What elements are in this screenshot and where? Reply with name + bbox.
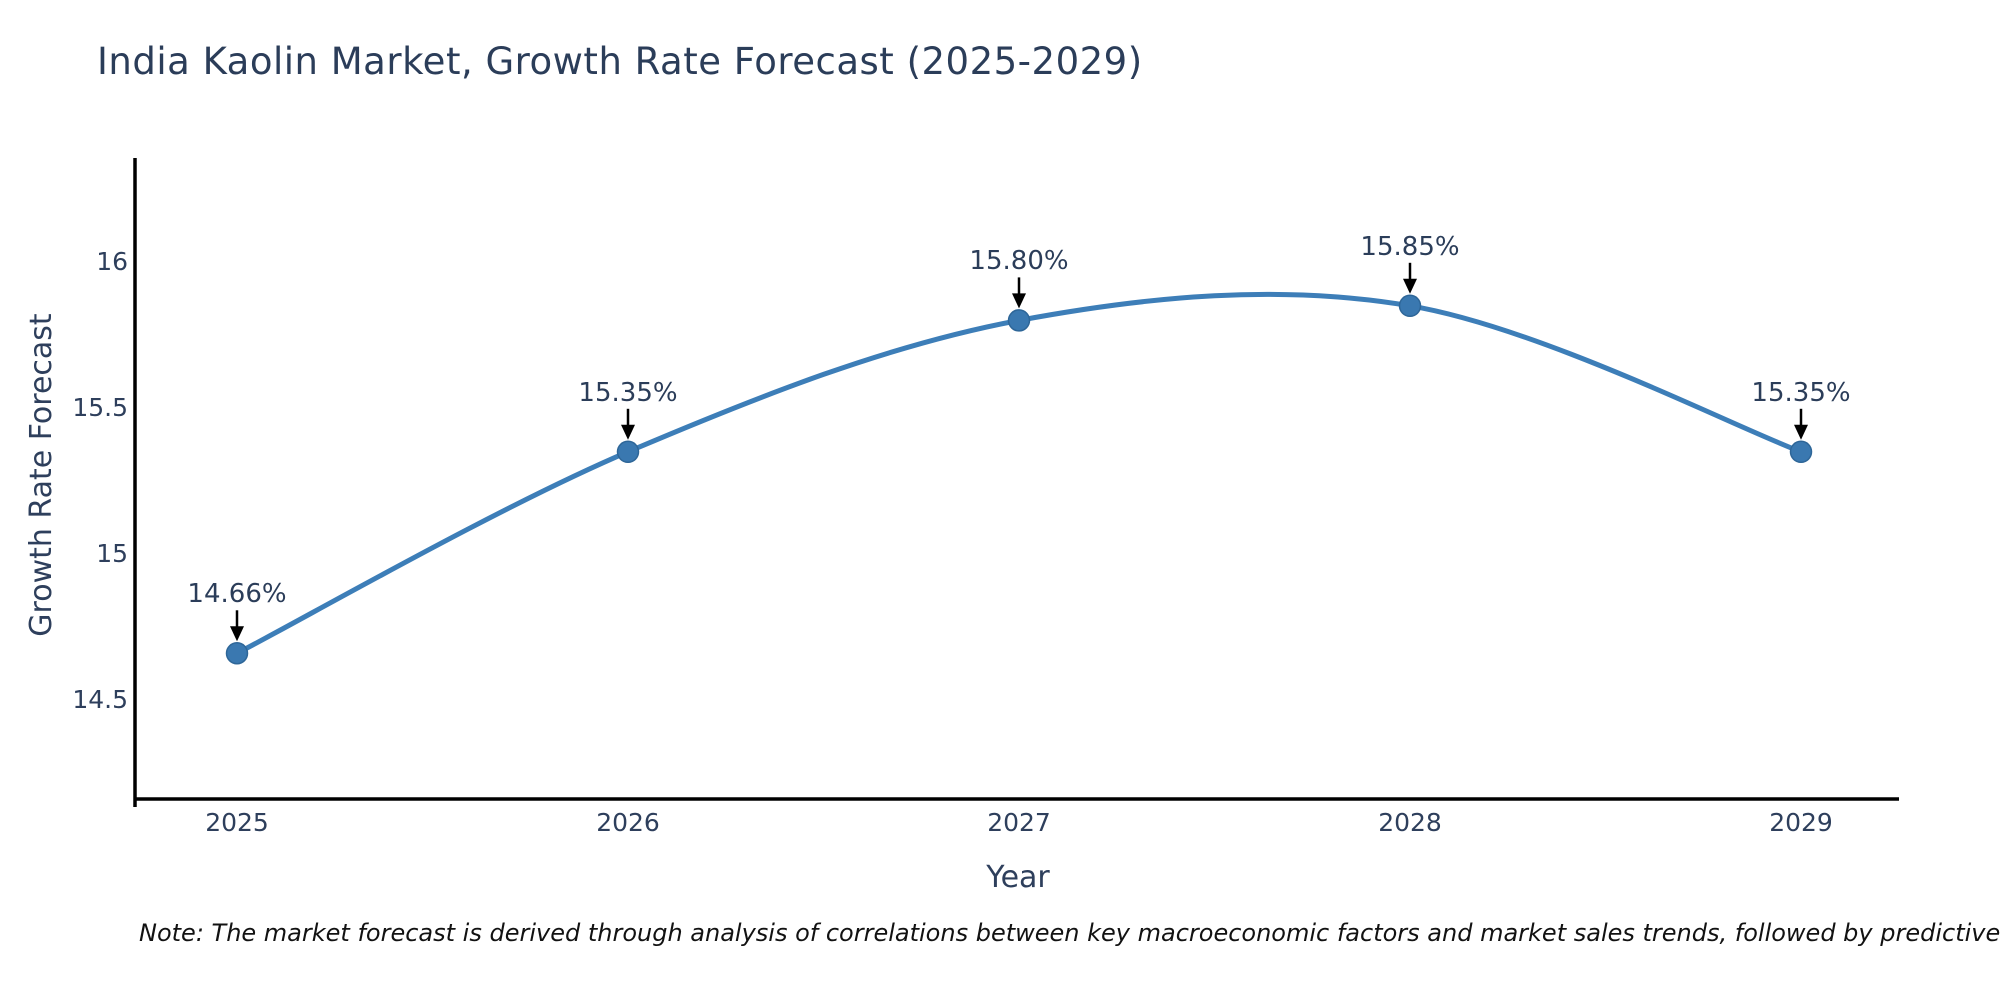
x-tick-label: 2025	[205, 808, 269, 837]
annotation-arrow-head	[1794, 424, 1808, 440]
x-tick-label: 2026	[596, 808, 660, 837]
y-tick-label: 16	[96, 247, 128, 276]
footnote: Note: The market forecast is derived thr…	[139, 919, 2000, 947]
y-tick-label: 14.5	[72, 685, 128, 714]
x-axis-title: Year	[986, 860, 1050, 895]
annotation-arrow-head	[230, 626, 244, 642]
chart-title: India Kaolin Market, Growth Rate Forecas…	[97, 40, 1143, 83]
data-point-label: 15.85%	[1360, 231, 1460, 262]
x-tick-label: 2028	[1378, 808, 1442, 837]
annotation-arrow-head	[1403, 278, 1417, 294]
annotation-arrow-head	[621, 424, 635, 440]
y-tick-label: 15	[96, 539, 128, 568]
data-point-label: 14.66%	[187, 579, 287, 610]
data-point-marker	[616, 440, 640, 464]
data-point-marker	[1789, 440, 1813, 464]
data-point-label: 15.35%	[1751, 377, 1851, 408]
data-point-marker	[225, 642, 249, 665]
data-point-label: 15.80%	[969, 246, 1069, 277]
data-point-marker	[1007, 309, 1031, 332]
y-axis-title: Growth Rate Forecast	[24, 313, 59, 637]
y-tick-label: 15.5	[72, 393, 128, 422]
forecast-line	[235, 291, 1802, 656]
annotation-arrow-head	[1012, 293, 1026, 309]
data-point-marker	[1398, 294, 1422, 318]
x-tick-label: 2027	[987, 808, 1051, 837]
x-tick-label: 2029	[1769, 808, 1833, 837]
data-point-label: 15.35%	[578, 377, 678, 408]
